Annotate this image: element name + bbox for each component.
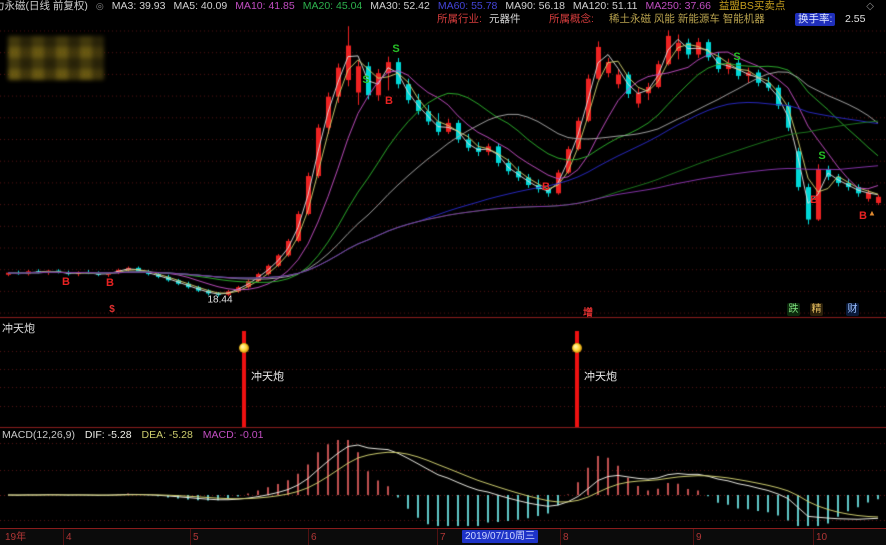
macd-title: MACD(12,26,9) <box>2 429 75 441</box>
broker-logo-icon: ◎ <box>95 1 104 11</box>
axis-tick <box>693 529 694 545</box>
ma30-value: MA30: 52.42 <box>370 0 430 12</box>
ma60-value: MA60: 55.78 <box>437 0 498 12</box>
axis-tick <box>560 529 561 545</box>
cursor-date-chip: 2019/07/10周三 <box>462 530 539 543</box>
axis-tick <box>308 529 309 545</box>
header-info-bar: 力永磁(日线 前复权) ◎ MA3: 39.93 MA5: 40.09 MA10… <box>0 0 886 13</box>
turnover-value: 2.55 <box>845 13 866 25</box>
ma20-value: MA20: 45.04 <box>302 0 363 12</box>
axis-month-label: 5 <box>193 532 199 543</box>
concept-value[interactable]: 稀土永磁 风能 新能源车 智能机器 <box>609 13 765 25</box>
ma250-value: MA250: 37.66 <box>645 0 711 12</box>
mini-badge-jing[interactable]: 精 <box>810 303 823 316</box>
turnover-label: 换手率: <box>795 13 836 26</box>
axis-month-label: 19年 <box>5 532 27 543</box>
ma10-value: MA10: 41.85 <box>235 0 295 12</box>
mini-badge-die[interactable]: 跌 <box>787 303 800 316</box>
axis-month-label: 10 <box>816 532 828 543</box>
industry-label: 所属行业: <box>437 13 482 25</box>
ma90-value: MA90: 56.18 <box>505 0 565 12</box>
macd-dea-value: DEA: -5.28 <box>141 429 193 441</box>
axis-month-label: 4 <box>66 532 72 543</box>
axis-tick <box>437 529 438 545</box>
stock-title: 力永磁(日线 前复权) <box>0 0 88 12</box>
time-axis: 2019/07/10周三 19年 4 5 6 7 8 9 10 <box>0 528 886 545</box>
macd-dif-value: DIF: -5.28 <box>84 429 132 441</box>
ma5-value: MA5: 40.09 <box>173 0 228 12</box>
ma120-value: MA120: 51.11 <box>572 0 638 12</box>
macd-macd-value: MACD: -0.01 <box>202 429 264 441</box>
concept-label: 所属概念: <box>549 13 594 25</box>
ma3-value: MA3: 39.93 <box>111 0 166 12</box>
macd-label-row: MACD(12,26,9) DIF: -5.28 DEA: -5.28 MACD… <box>2 429 270 441</box>
signal-panel-title: 冲天炮 <box>2 323 35 335</box>
axis-month-label: 6 <box>311 532 317 543</box>
axis-month-label: 8 <box>563 532 569 543</box>
bs-signal-label: 益盟BS买卖点 <box>718 0 786 12</box>
axis-month-label: 9 <box>696 532 702 543</box>
mini-badge-cai[interactable]: 财 <box>846 303 859 316</box>
axis-month-label: 7 <box>440 532 446 543</box>
axis-tick <box>63 529 64 545</box>
blurred-watermark <box>8 36 104 80</box>
stock-meta-bar: 所属行业: 元器件 所属概念: 稀土永磁 风能 新能源车 智能机器 换手率: 2… <box>0 13 886 26</box>
industry-value[interactable]: 元器件 <box>489 13 521 25</box>
axis-tick <box>190 529 191 545</box>
axis-tick <box>813 529 814 545</box>
diamond-toggle-icon[interactable]: ◇ <box>866 1 874 12</box>
